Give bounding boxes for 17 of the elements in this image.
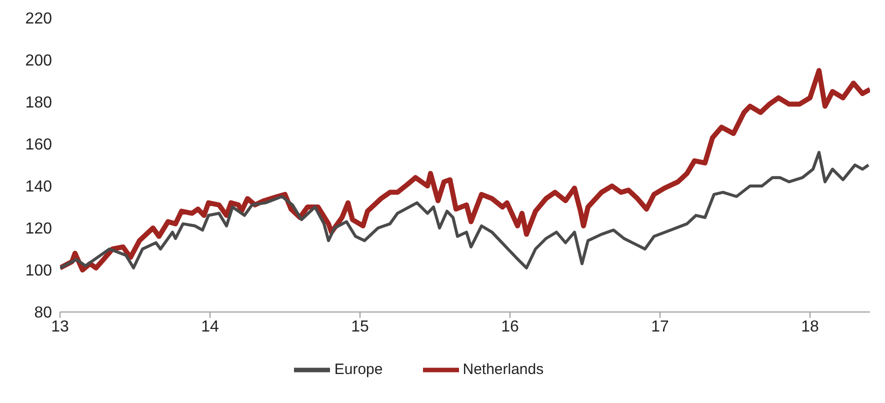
- y-tick-label: 120: [25, 220, 52, 238]
- y-tick-label: 200: [25, 52, 52, 70]
- x-tick-label: 17: [651, 318, 669, 336]
- x-tick-label: 15: [351, 318, 369, 336]
- x-tick-label: 18: [801, 318, 819, 336]
- x-tick-label: 14: [201, 318, 219, 336]
- x-tick-label: 16: [501, 318, 519, 336]
- y-tick-label: 140: [25, 178, 52, 196]
- line-series: [60, 150, 870, 270]
- legend-label: Europe: [334, 360, 383, 378]
- y-tick-label: 100: [25, 262, 52, 280]
- y-tick-label: 180: [25, 94, 52, 112]
- x-tick-label: 13: [51, 318, 69, 336]
- legend-label: Netherlands: [462, 360, 544, 378]
- y-tick-label: 160: [25, 136, 52, 154]
- y-tick-label: 80: [34, 304, 52, 322]
- y-tick-label: 220: [25, 10, 52, 28]
